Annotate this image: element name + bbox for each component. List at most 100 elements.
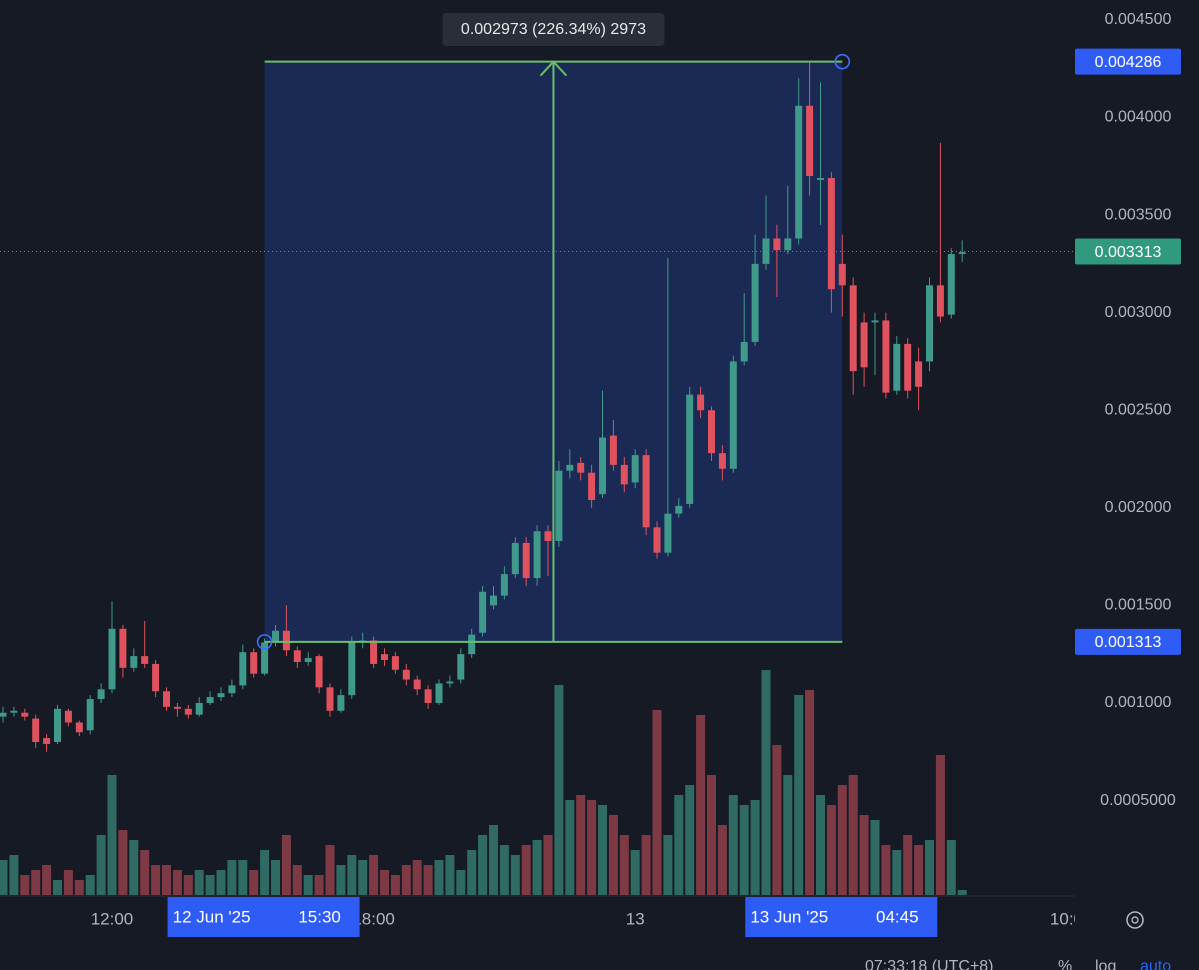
candle-body: [500, 574, 508, 596]
volume-bar: [652, 710, 662, 895]
volume-bar: [794, 695, 804, 895]
y-tick-label: 0.001000: [1105, 694, 1172, 711]
candle-body: [675, 505, 683, 514]
volume-bar: [728, 795, 738, 895]
time-badge: [167, 897, 360, 937]
volume-bar: [848, 775, 858, 895]
volume-bar: [194, 870, 204, 895]
volume-bar: [914, 845, 924, 895]
price-badge-label: 0.003313: [1095, 244, 1162, 261]
candle-body: [326, 687, 334, 711]
candle-body: [762, 238, 770, 264]
volume-bar: [63, 870, 73, 895]
range-handle: [834, 53, 851, 70]
y-tick-label: 0.002500: [1105, 401, 1172, 418]
volume-bar: [140, 850, 150, 895]
candle-body: [413, 679, 421, 690]
price-badge-label: 0.001313: [1095, 634, 1162, 651]
candle-body: [86, 699, 94, 731]
candle-body: [806, 105, 814, 177]
volume-bar: [925, 840, 934, 895]
volume-bar: [892, 850, 902, 895]
tooltip-bg: [442, 13, 665, 46]
candle-body: [64, 710, 72, 723]
volume-bar: [521, 845, 531, 895]
candle-body: [686, 394, 694, 504]
volume-bar: [630, 850, 640, 895]
candle-body: [740, 341, 748, 362]
candle-body: [926, 285, 933, 362]
volume-bar: [227, 860, 237, 895]
candle-body: [424, 689, 432, 703]
volume-bar: [31, 870, 41, 895]
settings-icon[interactable]: [1126, 911, 1144, 929]
clock: 07:33:18 (UTC+8): [865, 958, 994, 970]
volume-bar: [641, 835, 651, 895]
volume-bar: [183, 875, 193, 895]
volume-bar: [0, 860, 8, 895]
candle-body: [0, 712, 7, 717]
candle-body: [10, 710, 18, 713]
y-tick-label: 0.0005000: [1100, 792, 1176, 809]
candle-body: [261, 642, 269, 674]
candle-body: [239, 652, 247, 686]
auto-toggle[interactable]: auto: [1140, 958, 1171, 970]
volume-bar: [805, 690, 815, 895]
volume-bar: [271, 860, 280, 895]
price-axis-bg: [1075, 0, 1199, 970]
volume-bar: [205, 875, 215, 895]
candle-body: [293, 650, 301, 662]
candle-body: [130, 656, 138, 668]
candle-body: [936, 285, 944, 317]
volume-bar: [412, 860, 422, 895]
price-badge: [1075, 628, 1181, 655]
volume-bar: [216, 870, 226, 895]
price-badge: [1075, 238, 1181, 265]
candle-body: [708, 410, 715, 454]
candle-body: [250, 652, 258, 674]
candle-body: [370, 640, 378, 664]
candle-body: [620, 464, 628, 485]
volume-bar: [576, 795, 586, 895]
candle-body: [152, 663, 160, 692]
volume-bar: [772, 745, 782, 895]
candle-body: [555, 470, 563, 541]
candle-body: [947, 254, 955, 315]
gear-hub[interactable]: [1131, 916, 1139, 924]
volume-bar: [9, 855, 19, 895]
candle-body: [642, 455, 650, 528]
volume-bar: [881, 845, 891, 895]
volume-bar: [707, 775, 716, 895]
candle-body: [588, 472, 596, 500]
gear[interactable]: [1126, 911, 1144, 929]
candle-body: [348, 642, 356, 696]
x-tick-label: 13: [626, 909, 645, 928]
candle-body: [217, 693, 225, 698]
volume-bar: [42, 865, 52, 895]
volume-bar: [118, 830, 128, 895]
candle-body: [490, 595, 497, 606]
y-tick-label: 0.004500: [1105, 11, 1172, 28]
candle-body: [718, 453, 726, 469]
volume-bar: [739, 805, 749, 895]
candle-body: [468, 634, 476, 655]
candle-body: [958, 252, 966, 255]
time-badge-time: 04:45: [876, 907, 919, 926]
volume-bar: [685, 785, 695, 895]
percent-toggle[interactable]: %: [1058, 958, 1072, 970]
volume-bar: [859, 815, 869, 895]
candle-body: [871, 320, 879, 323]
volume-bar: [467, 850, 477, 895]
candle-body: [272, 630, 279, 643]
log-toggle[interactable]: log: [1095, 958, 1116, 970]
candle-body: [43, 738, 51, 744]
candle-body: [457, 654, 465, 680]
volume-bar: [783, 775, 793, 895]
candle-body: [817, 177, 824, 180]
volume-bar: [249, 870, 259, 895]
volume-bar: [489, 825, 498, 895]
volume-bar: [717, 825, 727, 895]
candle-body: [751, 263, 759, 342]
candle-body: [893, 343, 901, 391]
candle-body: [32, 718, 40, 742]
